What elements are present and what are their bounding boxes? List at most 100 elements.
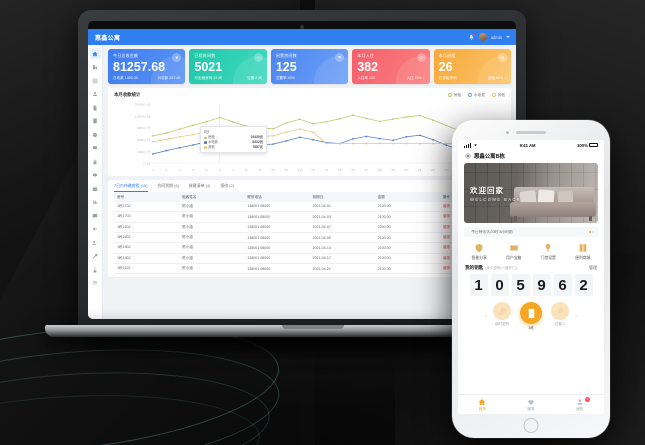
svg-text:23: 23: [444, 169, 448, 172]
table-row[interactable]: 1栋1502 陈小姐 138001 08000 2021-04-07 2200.00 催缴: [114, 222, 505, 233]
password-digit: 1: [469, 274, 488, 296]
stat-card-value: 5021: [194, 60, 223, 74]
carousel-item-label: 1栋: [528, 326, 534, 330]
sidebar-item-home[interactable]: [89, 48, 101, 59]
password-digit: 9: [532, 274, 551, 296]
sidebar-item-speaker[interactable]: [90, 224, 101, 235]
phone-tab-我的[interactable]: 3 我的: [555, 396, 604, 412]
data-table: 房号 租客姓名 联系电话 到期日 金额 操作 1栋1702 陈小姐 138001 08000 2…: [114, 192, 505, 275]
carousel-item[interactable]: 访客 2: [551, 302, 569, 327]
stat-card-foot-left: 日收款 1000.00: [113, 76, 138, 81]
lock-manage-link[interactable]: 管理: [589, 265, 597, 270]
sidebar-item-bill[interactable]: [90, 116, 101, 127]
quick-action[interactable]: 智能分享: [462, 242, 497, 261]
table-cell: 陈小姐: [179, 253, 245, 265]
legend-item[interactable]: 其他: [491, 93, 505, 98]
legend-label: 水电费: [474, 92, 485, 97]
table-row[interactable]: 1栋1703 陈小姐 138001 08000 2021-04-03 2100.00 催缴: [114, 211, 505, 223]
sidebar-item-lock[interactable]: [90, 156, 101, 167]
sidebar-item-staff[interactable]: [90, 237, 101, 248]
table-row[interactable]: 1栋1902 陈小姐 138001 08000 2021-04-17 2100.00 催缴: [114, 253, 505, 265]
sidebar-item-report[interactable]: [90, 197, 101, 208]
quick-action[interactable]: 用户宝箱: [497, 242, 532, 261]
table-row[interactable]: 1栋1102 陈小姐 138001 08000 2021-04-21 2100.00 催缴: [114, 263, 505, 275]
table-tabs: 7日内待缴房租 (15) 合同到期 (6) 催缴清单 (4) 报修 (2): [108, 180, 511, 193]
bell-icon[interactable]: [468, 32, 476, 41]
chevron-left-icon[interactable]: ‹: [485, 313, 487, 320]
table-column-header: 联系电话: [244, 192, 310, 202]
staff-icon: [92, 240, 98, 246]
phone-tab-label: 我的: [576, 407, 584, 411]
tooltip-row: 其他 7687元: [204, 145, 263, 150]
laptop-base: [45, 325, 559, 337]
sidebar-item-tenant[interactable]: [90, 89, 101, 100]
table-cell: 1栋1502: [114, 222, 180, 233]
table-tab[interactable]: 合同到期 (6): [157, 183, 179, 189]
phone-tab-label: 首页: [478, 407, 486, 411]
password-digit: 2: [574, 274, 593, 296]
quick-action-label: 便利商城: [575, 256, 591, 260]
svg-text:13: 13: [311, 169, 315, 172]
hero-line2: WELCOME BACK: [470, 197, 522, 202]
stat-card[interactable]: ☺ 本月入住 382 入住率 100 入住 70% ↑: [352, 49, 430, 85]
legend-item[interactable]: 房租: [447, 93, 461, 98]
password-digit: 6: [553, 274, 572, 296]
sidebar-item-room[interactable]: [90, 75, 101, 86]
chevron-down-icon[interactable]: [506, 36, 510, 38]
password-digit: 0: [490, 274, 509, 296]
avatar[interactable]: [478, 33, 487, 41]
sidebar-item-meter[interactable]: [90, 129, 101, 140]
sidebar-item-cleaning[interactable]: [90, 264, 101, 275]
sidebar-item-list[interactable]: [90, 278, 101, 289]
phone-home-button[interactable]: [523, 418, 539, 433]
phone-tab-首页[interactable]: 首页: [458, 398, 507, 412]
sidebar-item-settings[interactable]: [90, 170, 101, 181]
sidebar-item-tools[interactable]: [90, 251, 101, 262]
sidebar-item-building[interactable]: [90, 62, 101, 73]
chevron-right-icon[interactable]: ›: [575, 313, 577, 320]
phone-body: 9:41 AM 100% 惠鑫公寓B栋: [452, 120, 610, 438]
laptop-shadow: [33, 338, 573, 360]
meter-icon: [92, 132, 98, 138]
legend-item[interactable]: 水电费: [468, 93, 485, 98]
stat-card[interactable]: ⌂ 已租房间数 5021 可出租房间 25 间 空置 2 间: [189, 49, 267, 85]
svg-text:17: 17: [364, 169, 368, 172]
phone-title: 惠鑫公寓B栋: [474, 154, 505, 160]
lock-subtitle: (永久密码/一键开门): [485, 266, 517, 270]
table-tab[interactable]: 报修 (2): [220, 183, 234, 189]
phone-tab-服务[interactable]: 服务: [507, 398, 556, 412]
contract-icon: [92, 105, 98, 111]
sidebar-item-device[interactable]: [90, 143, 101, 154]
sidebar-item-finance[interactable]: [90, 183, 101, 194]
table-row[interactable]: 1栋1702 陈小姐 138001 08000 2021-04-01 2100.00 催缴: [114, 201, 505, 213]
bill-icon: [92, 118, 98, 124]
laptop-notch: [282, 325, 344, 329]
svg-text:20: 20: [404, 169, 408, 172]
stat-card[interactable]: ⌗ 闲置房间数 125 空置率 45%: [270, 49, 349, 85]
table-tab[interactable]: 催缴清单 (4): [188, 183, 211, 189]
notice-bar[interactable]: · 今日待水久20时 5小时前: [464, 227, 598, 237]
stat-card[interactable]: ¥ 今日总收金额 81257.68 日收款 1000.00 月收款 257.68: [108, 49, 186, 85]
stat-card-title: 本月退租: [438, 53, 456, 58]
wallet-icon: [92, 186, 98, 192]
svg-text:9: 9: [259, 169, 261, 172]
password-digit: 5: [511, 274, 530, 296]
table-row[interactable]: 1栋1802 陈小姐 138001 08000 2021-04-14 2100.00 催缴: [114, 242, 505, 254]
table-tab[interactable]: 7日内待缴房租 (15): [114, 183, 148, 193]
sofa-illustration: [510, 187, 596, 221]
stat-card-foot-right: 入住 70% ↑: [406, 76, 425, 81]
stat-card[interactable]: ⊙ 本月退租 26 已退租房间 退租 60% ↓: [433, 49, 512, 85]
svg-text:10: 10: [271, 169, 275, 172]
table-row[interactable]: 1栋1602 陈小姐 138001 08000 2021-04-09 2100.00 催缴: [114, 232, 505, 244]
table-panel: 7日内待缴房租 (15) 合同到期 (6) 催缴清单 (4) 报修 (2) 房号 租客姓…: [108, 180, 511, 278]
quick-action[interactable]: 门禁设置: [531, 242, 566, 261]
sidebar-item-contract[interactable]: [90, 102, 101, 113]
carousel-item[interactable]: 临时密码: [493, 302, 511, 327]
carousel-item[interactable]: 1栋: [520, 302, 542, 331]
battery-indicator: 100%: [577, 143, 598, 148]
pager-dots-icon: [588, 231, 594, 233]
quick-action[interactable]: 便利商城: [566, 242, 601, 261]
table-cell: 陈小姐: [179, 201, 245, 213]
sidebar-item-message[interactable]: [90, 210, 101, 221]
